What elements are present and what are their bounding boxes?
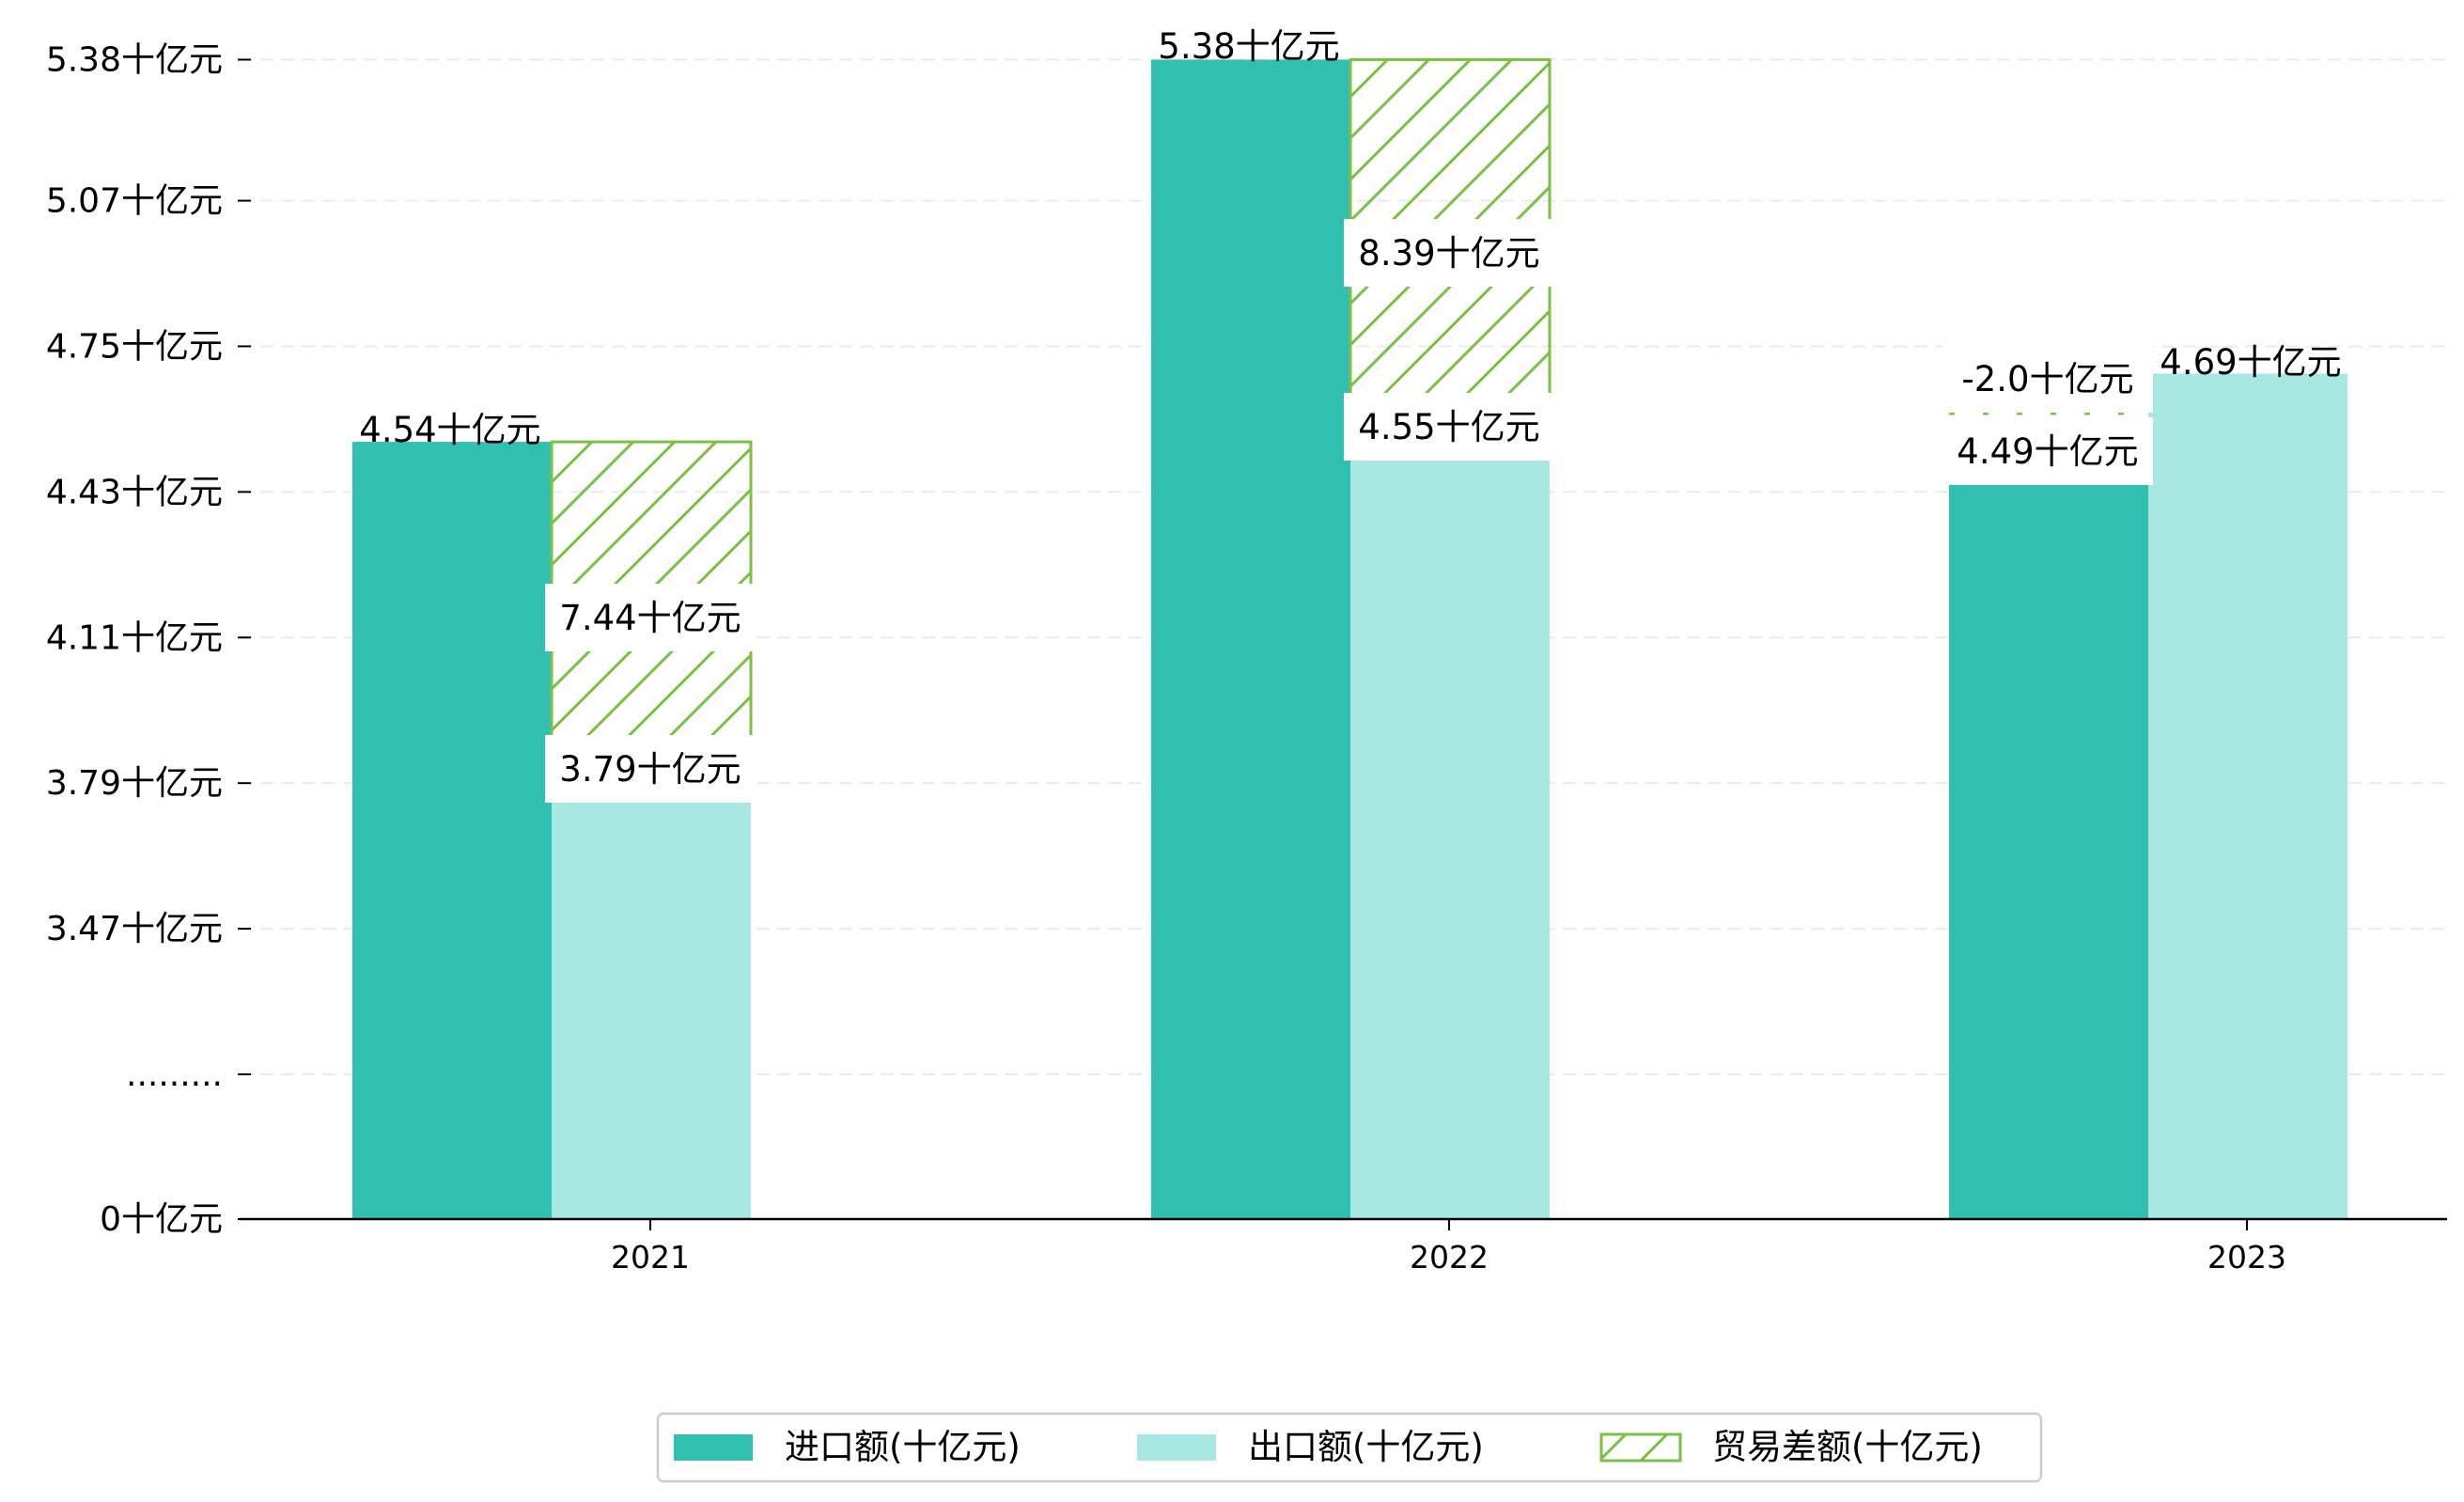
legend-swatch (674, 1434, 753, 1461)
x-tick-label: 2023 (2207, 1239, 2286, 1275)
legend-label: 进口额(十亿元) (785, 1427, 1021, 1467)
data-label-export: 3.79十亿元 (559, 749, 741, 790)
data-label-box (1942, 417, 2153, 485)
bar-export (2148, 373, 2347, 1219)
bar-import (1949, 464, 2148, 1220)
y-tick-label: 4.75十亿元 (46, 327, 223, 366)
data-label-export: 4.55十亿元 (1358, 407, 1539, 447)
bar-import (1151, 59, 1350, 1220)
y-tick-label: 3.79十亿元 (46, 764, 223, 803)
legend-swatch (1599, 1432, 1682, 1463)
bar-export (1350, 437, 1550, 1220)
y-tick-label: 3.47十亿元 (46, 910, 223, 948)
legend-box (656, 1412, 2043, 1483)
data-label-balance: 8.39十亿元 (1358, 233, 1539, 274)
data-label-box (1344, 393, 1554, 461)
y-tick-label: 5.38十亿元 (46, 40, 223, 79)
data-label-box (545, 735, 756, 803)
x-tick-label: 2021 (611, 1239, 690, 1275)
data-label-box (545, 584, 756, 651)
y-tick-label: 4.43十亿元 (46, 473, 223, 511)
bar-export (552, 783, 751, 1219)
y-tick-label: 5.07十亿元 (46, 182, 223, 221)
data-label-import: 4.54十亿元 (359, 410, 540, 450)
data-label-export: 4.69十亿元 (2160, 342, 2341, 383)
data-label-import: 4.49十亿元 (1957, 431, 2138, 472)
data-label-import: 5.38十亿元 (1158, 26, 1339, 67)
legend-label: 贸易差额(十亿元) (1712, 1427, 1983, 1467)
y-tick-label: 4.11十亿元 (46, 618, 223, 657)
data-label-balance: 7.44十亿元 (559, 598, 741, 638)
data-label-balance: -2.0十亿元 (1961, 359, 2133, 399)
x-tick-label: 2022 (1410, 1239, 1489, 1275)
y-tick-label: 0十亿元 (100, 1200, 223, 1239)
data-label-box (1942, 345, 2153, 413)
bar-import (352, 442, 552, 1220)
legend-label: 出口额(十亿元) (1248, 1427, 1484, 1467)
y-tick-label: ......... (126, 1056, 223, 1094)
legend-swatch (1137, 1434, 1216, 1461)
data-label-box (1344, 219, 1554, 287)
